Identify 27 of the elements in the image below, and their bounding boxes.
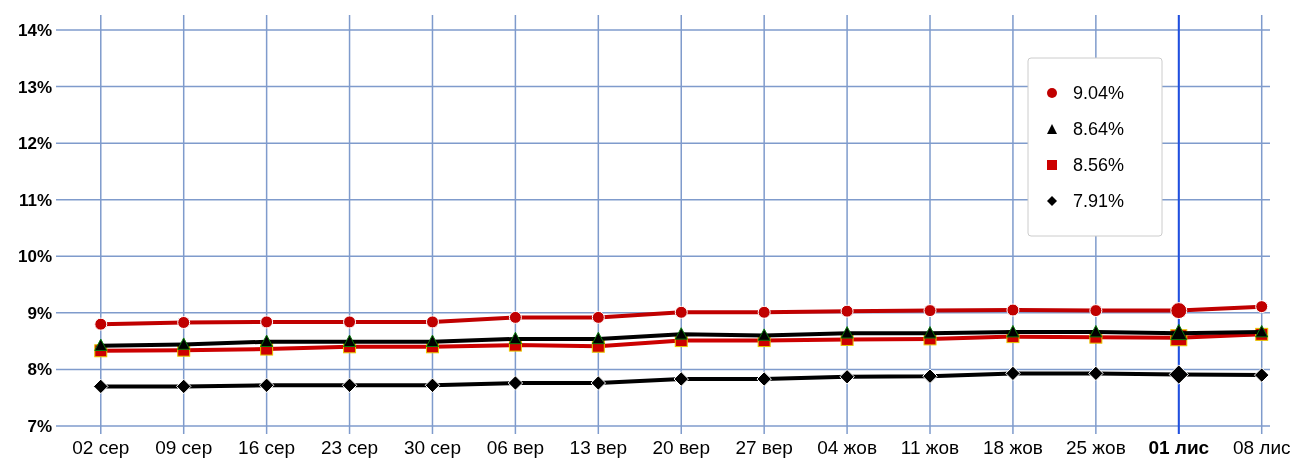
x-tick-label: 01 лис: [1148, 437, 1210, 458]
x-tick-label: 13 вер: [569, 437, 628, 458]
y-tick-label: 9%: [27, 303, 52, 323]
y-tick-label: 14%: [17, 20, 52, 40]
annotation: 8.64%: [1073, 119, 1125, 140]
x-tick-label: 23 сер: [321, 437, 379, 458]
annotation: 9.04%: [1073, 83, 1125, 104]
y-tick-label: 10%: [17, 247, 52, 267]
x-tick-label: 27 вер: [735, 437, 793, 458]
annotation: 8.56%: [1073, 155, 1125, 176]
x-tick-label: 30 сер: [403, 437, 461, 458]
x-tick-label: 25 жов: [1065, 437, 1126, 458]
y-tick-label: 7%: [27, 416, 52, 436]
x-tick-label: 11 жов: [900, 437, 960, 458]
y-tick-label: 13%: [17, 77, 52, 97]
y-tick-label: 8%: [27, 360, 52, 380]
x-tick-label: 20 вер: [652, 437, 710, 458]
x-tick-label: 09 сер: [155, 437, 213, 458]
x-tick-label: 02 сер: [72, 437, 130, 458]
x-tick-label: 18 жов: [983, 437, 1043, 458]
x-tick-label: 16 сер: [238, 437, 296, 458]
annotation: 7.91%: [1073, 191, 1125, 212]
x-tick-label: 04 жов: [817, 437, 877, 458]
x-tick-label: 06 вер: [486, 437, 545, 458]
x-tick-label: 08 лис: [1232, 437, 1291, 458]
y-tick-label: 11%: [18, 190, 52, 210]
y-tick-label: 12%: [17, 134, 52, 154]
